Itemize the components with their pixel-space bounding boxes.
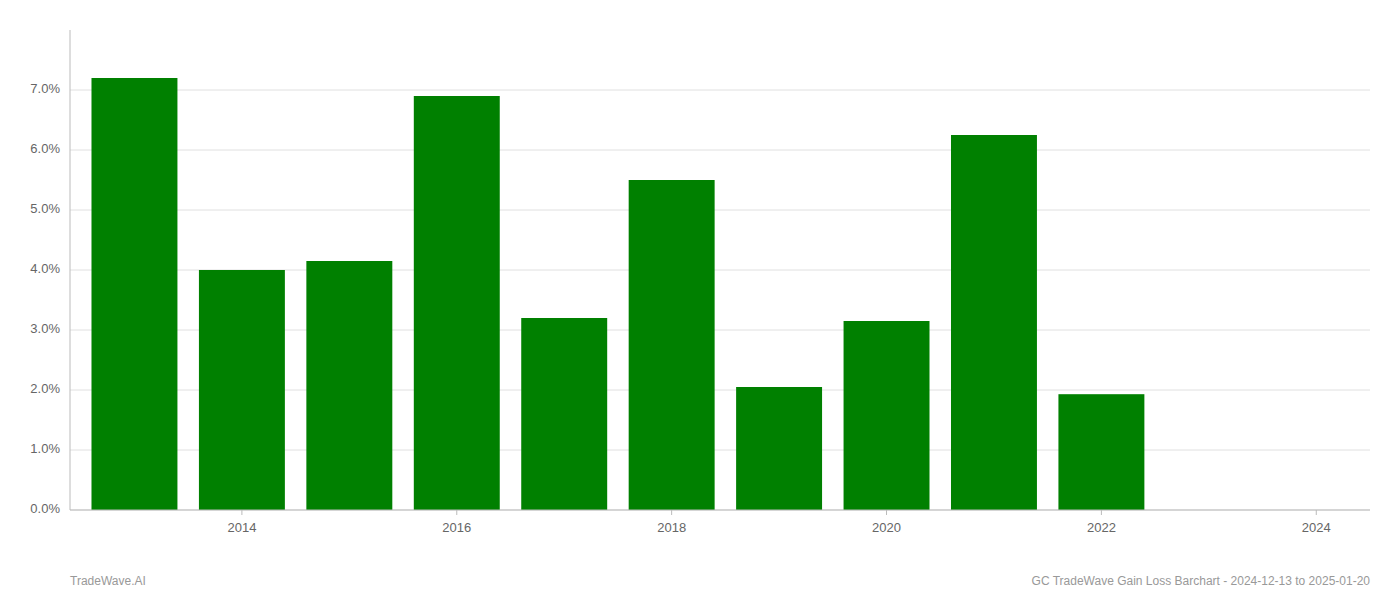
bar — [199, 270, 285, 510]
footer-text: GC TradeWave Gain Loss Barchart - 2024-1… — [1032, 574, 1371, 588]
y-tick-label: 4.0% — [30, 261, 60, 276]
grid-line — [70, 210, 1370, 211]
x-ticks: 2014 2016 2018 2020 2022 2024 — [227, 510, 1330, 535]
y-tick-label: 7.0% — [30, 81, 60, 96]
y-tick-label: 1.0% — [30, 441, 60, 456]
bar — [951, 135, 1037, 510]
footer: TradeWave.AI GC TradeWave Gain Loss Barch… — [70, 574, 1370, 588]
x-axis-line — [70, 510, 1370, 511]
bar — [844, 321, 930, 510]
chart-svg: 0.0% 1.0% 2.0% 3.0% 4.0% 5.0% 6.0% 7.0% 2014 2016… — [0, 0, 1400, 600]
x-tick-label: 2022 — [1087, 520, 1116, 535]
bar — [521, 318, 607, 510]
y-tick-label: 3.0% — [30, 321, 60, 336]
x-tick-label: 2014 — [227, 520, 256, 535]
x-tick — [1316, 510, 1317, 515]
x-tick-label: 2016 — [442, 520, 471, 535]
x-tick-label: 2018 — [657, 520, 686, 535]
bar — [306, 261, 392, 510]
y-tick-labels: 0.0% 1.0% 2.0% 3.0% 4.0% 5.0% 6.0% 7.0% — [30, 81, 60, 516]
grid-line — [70, 510, 1370, 511]
y-axis-line — [70, 30, 71, 510]
y-tick-label: 2.0% — [30, 381, 60, 396]
x-tick-label: 2020 — [872, 520, 901, 535]
bar — [91, 78, 177, 510]
bar — [629, 180, 715, 510]
bar — [736, 387, 822, 510]
bars — [91, 78, 1144, 510]
bar — [414, 96, 500, 510]
x-tick — [456, 510, 457, 515]
x-tick — [1101, 510, 1102, 515]
footer-text: TradeWave.AI — [70, 574, 146, 588]
chart-container: 0.0% 1.0% 2.0% 3.0% 4.0% 5.0% 6.0% 7.0% 2014 2016… — [0, 0, 1400, 600]
x-tick-label: 2024 — [1302, 520, 1331, 535]
x-tick — [886, 510, 887, 515]
x-tick — [241, 510, 242, 515]
y-tick-label: 5.0% — [30, 201, 60, 216]
bar — [1058, 394, 1144, 510]
y-tick-label: 0.0% — [30, 501, 60, 516]
y-tick-label: 6.0% — [30, 141, 60, 156]
grid-line — [70, 150, 1370, 151]
x-tick — [671, 510, 672, 515]
grid-line — [70, 90, 1370, 91]
y-grid — [70, 90, 1370, 510]
